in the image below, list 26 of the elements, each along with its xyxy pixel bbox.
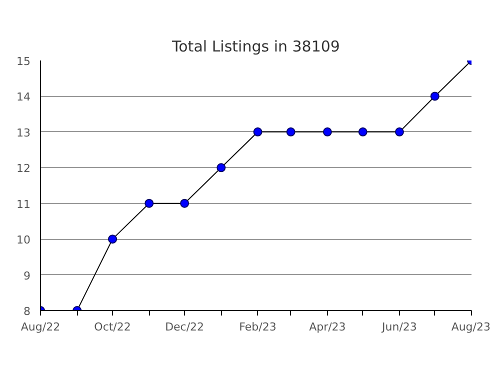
x-tick-label: Aug/23 — [451, 320, 490, 334]
y-tick-label: 8 — [24, 305, 30, 318]
y-tick-label: 14 — [16, 90, 31, 104]
point — [216, 163, 226, 172]
x-tick-label: Apr/23 — [309, 320, 346, 334]
point — [358, 127, 368, 136]
y-tick-label: 11 — [16, 198, 31, 211]
y-tick-label: 10 — [16, 234, 31, 247]
point — [108, 234, 118, 244]
y-tick-label: 15 — [16, 55, 31, 68]
point — [253, 127, 262, 136]
chart-title: Total Listings in 38109 — [171, 38, 340, 56]
x-tick-label: Aug/22 — [20, 320, 60, 334]
point — [430, 92, 440, 101]
y-tick-label: 12 — [16, 162, 31, 176]
x-tick-label: Jun/23 — [381, 320, 417, 334]
point — [394, 127, 404, 136]
point — [322, 127, 332, 136]
x-tick-label: Feb/23 — [239, 320, 276, 334]
point — [286, 127, 296, 136]
x-tick-label: Dec/22 — [165, 320, 204, 334]
y-tick-label: 9 — [24, 269, 30, 282]
point — [144, 198, 154, 208]
point — [180, 198, 190, 208]
y-tick-label: 13 — [16, 126, 31, 140]
x-tick-label: Oct/22 — [94, 320, 131, 334]
